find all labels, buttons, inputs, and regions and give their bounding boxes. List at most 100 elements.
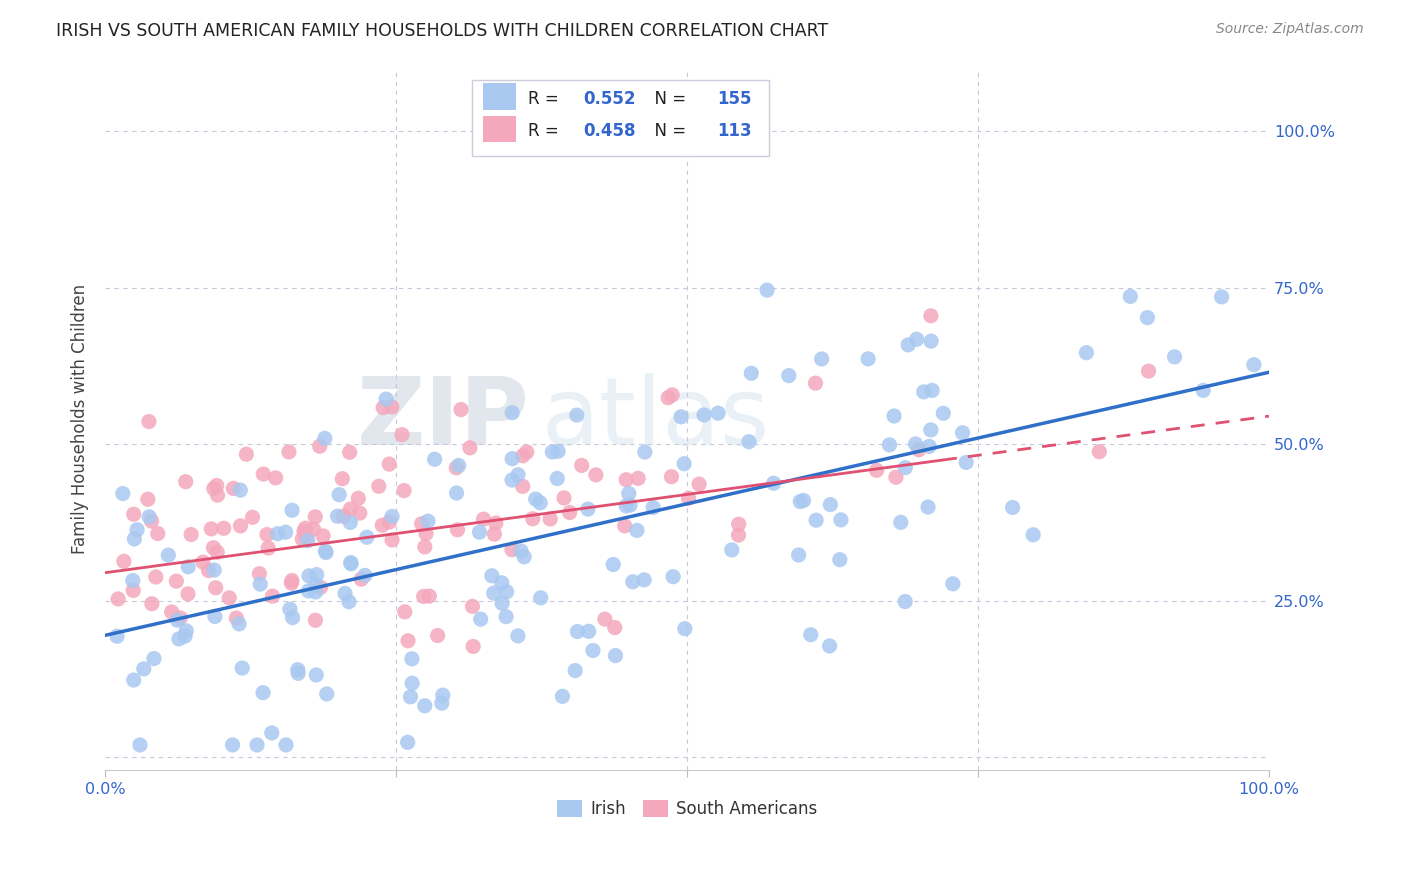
Point — [501, 451, 523, 466]
Point — [396, 735, 419, 749]
Point — [1243, 358, 1265, 372]
Point — [495, 609, 517, 624]
Point — [177, 559, 200, 574]
Point — [952, 425, 974, 440]
Point — [107, 591, 129, 606]
Text: IRISH VS SOUTH AMERICAN FAMILY HOUSEHOLDS WITH CHILDREN CORRELATION CHART: IRISH VS SOUTH AMERICAN FAMILY HOUSEHOLD… — [56, 22, 828, 40]
Point — [678, 491, 700, 506]
Point — [309, 580, 332, 594]
Point — [247, 566, 270, 581]
Point — [426, 629, 449, 643]
Point — [326, 509, 349, 524]
Point — [122, 583, 145, 598]
Point — [381, 509, 404, 524]
Point — [1136, 310, 1159, 325]
Point — [228, 616, 250, 631]
Point — [613, 518, 636, 533]
Point — [141, 597, 163, 611]
Point — [378, 457, 401, 471]
Point — [413, 698, 436, 713]
Point — [617, 486, 640, 500]
Point — [204, 609, 226, 624]
Point — [235, 447, 257, 461]
Point — [430, 696, 453, 710]
Point — [315, 687, 337, 701]
Point — [792, 493, 814, 508]
Point — [894, 460, 917, 475]
Point — [146, 526, 169, 541]
Point — [720, 542, 742, 557]
Bar — [484, 83, 516, 110]
Point — [375, 392, 398, 406]
Point — [350, 572, 373, 586]
Point — [673, 622, 696, 636]
Point — [231, 661, 253, 675]
Point — [633, 573, 655, 587]
Text: N =: N = — [644, 122, 692, 140]
Point — [661, 388, 683, 402]
Point — [582, 643, 605, 657]
Point — [257, 541, 280, 555]
Point — [432, 688, 454, 702]
Point — [305, 578, 328, 592]
Point — [530, 591, 553, 605]
Point — [165, 574, 187, 589]
Point — [333, 586, 356, 600]
Point — [356, 530, 378, 544]
Point — [281, 610, 304, 624]
Point — [339, 445, 361, 459]
Point — [762, 476, 785, 491]
Point — [221, 738, 243, 752]
Point — [281, 574, 304, 588]
Point — [810, 351, 832, 366]
Point — [541, 445, 564, 459]
Point — [127, 523, 149, 537]
Point — [447, 458, 470, 473]
Point — [298, 569, 321, 583]
Point — [907, 442, 929, 457]
Point — [308, 439, 330, 453]
Point — [605, 648, 627, 663]
Point — [727, 517, 749, 532]
Point — [371, 518, 394, 533]
Point — [491, 575, 513, 590]
Point — [501, 473, 523, 487]
Point — [225, 611, 247, 625]
FancyBboxPatch shape — [472, 80, 769, 156]
Point — [264, 471, 287, 485]
Point — [482, 586, 505, 600]
Text: atlas: atlas — [541, 373, 770, 466]
Point — [897, 338, 920, 352]
Point — [538, 512, 561, 526]
Point — [396, 633, 419, 648]
Point — [501, 542, 523, 557]
Point — [413, 540, 436, 554]
Point — [174, 624, 197, 638]
Point — [266, 526, 288, 541]
Point — [412, 590, 434, 604]
Point — [122, 507, 145, 521]
Point — [673, 457, 696, 471]
Point — [1022, 528, 1045, 542]
Point — [512, 479, 534, 493]
Point — [229, 483, 252, 497]
Point — [491, 596, 513, 610]
Point — [513, 549, 536, 564]
Text: 113: 113 — [717, 122, 752, 140]
Y-axis label: Family Households with Children: Family Households with Children — [72, 285, 89, 554]
Point — [401, 652, 423, 666]
Point — [905, 332, 928, 346]
Point — [315, 545, 337, 559]
Point — [547, 444, 569, 458]
Point — [378, 515, 401, 529]
Point — [305, 585, 328, 599]
Point — [879, 438, 901, 452]
Point — [789, 494, 811, 508]
Point — [191, 555, 214, 569]
Point — [302, 522, 325, 536]
Point — [468, 525, 491, 540]
Point — [262, 589, 284, 603]
Point — [354, 568, 377, 582]
Text: R =: R = — [527, 90, 564, 108]
Point — [662, 569, 685, 583]
